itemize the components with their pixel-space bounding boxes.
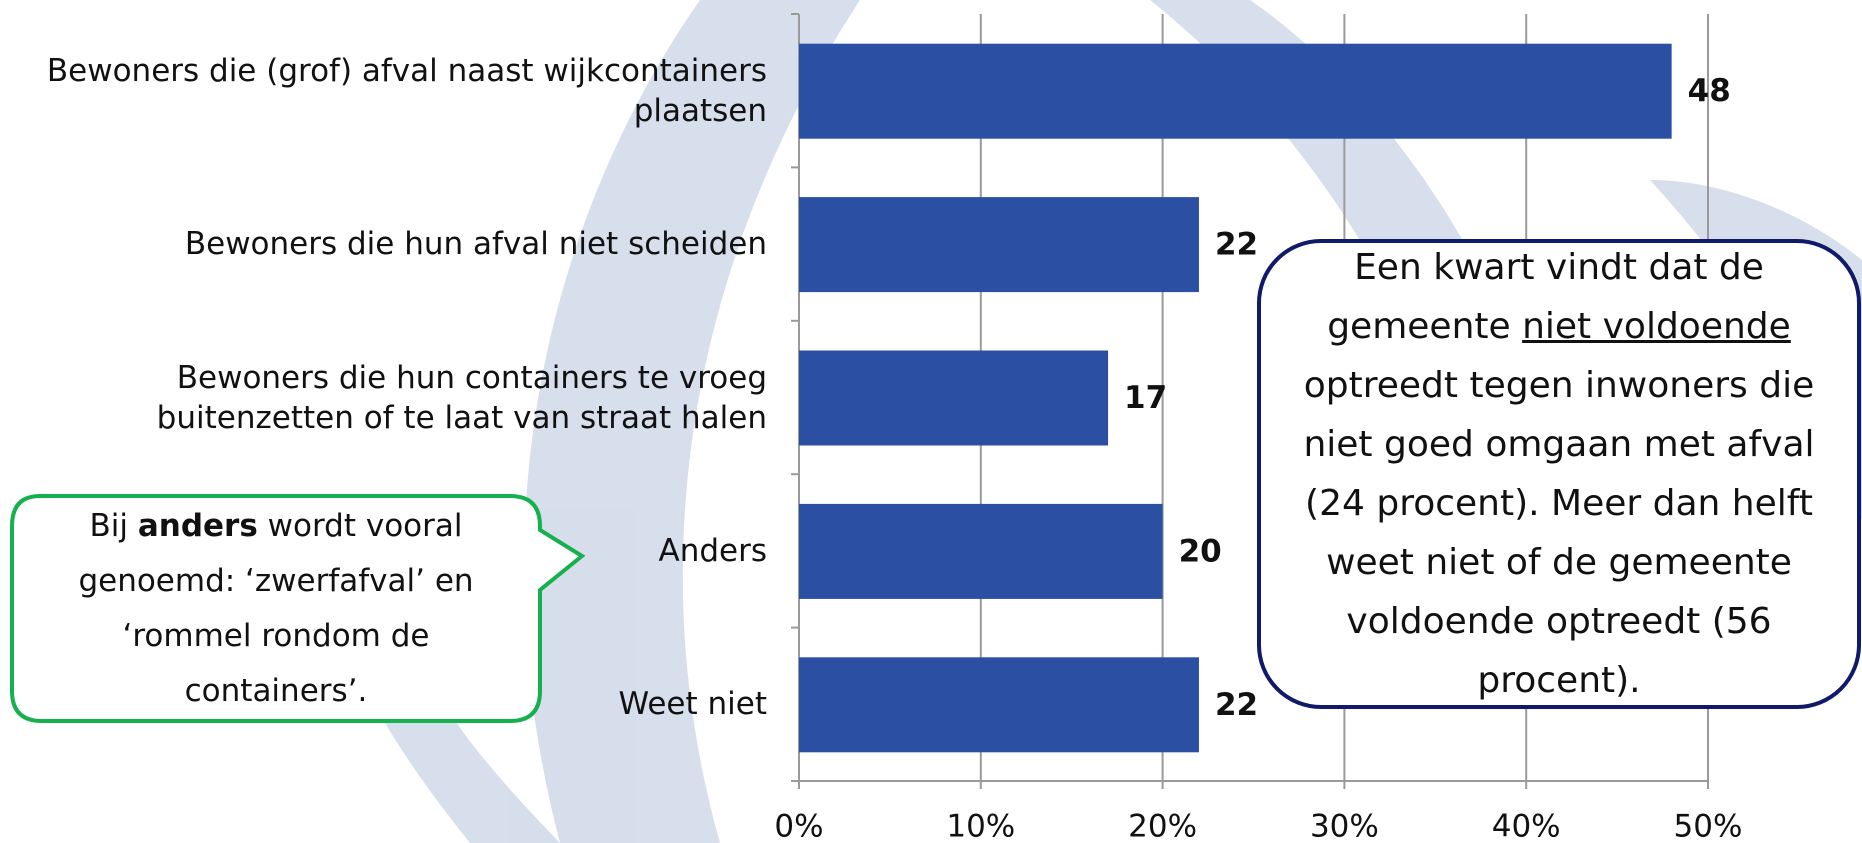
bar <box>799 197 1199 292</box>
category-label: Bewoners die (grof) afval naast wijkcont… <box>0 51 767 131</box>
note-text: optreedt tegen inwoners die niet goed om… <box>1303 365 1814 701</box>
x-tick-label: 20% <box>1128 809 1197 843</box>
value-label: 17 <box>1124 380 1167 416</box>
x-tick-label: 40% <box>1492 809 1561 843</box>
left-callout: Bij anders wordt vooral genoemd: ‘zwerfa… <box>12 496 540 721</box>
bar <box>799 657 1199 752</box>
x-tick-label: 0% <box>774 809 823 843</box>
note-text: Bij <box>89 508 137 544</box>
bar <box>799 351 1108 446</box>
note-underlined: niet voldoende <box>1522 306 1791 347</box>
category-label: Bewoners die hun afval niet scheiden <box>0 224 767 264</box>
x-tick-label: 30% <box>1310 809 1379 843</box>
page: 0% 10% 20% 30% 40% 50% 48 22 17 20 22 Bewoners die… <box>0 0 1862 843</box>
value-label: 22 <box>1215 687 1258 723</box>
x-tick-label: 10% <box>946 809 1015 843</box>
bar <box>799 44 1672 139</box>
bar <box>799 504 1163 599</box>
value-label: 22 <box>1215 227 1258 263</box>
note-bold: anders <box>138 508 258 544</box>
value-label: 48 <box>1688 73 1731 109</box>
category-label: Bewoners die hun containers te vroeg bui… <box>0 358 767 438</box>
x-tick-label: 50% <box>1674 809 1743 843</box>
value-label: 20 <box>1179 533 1222 569</box>
right-callout: Een kwart vindt dat de gemeente niet vol… <box>1259 241 1859 707</box>
